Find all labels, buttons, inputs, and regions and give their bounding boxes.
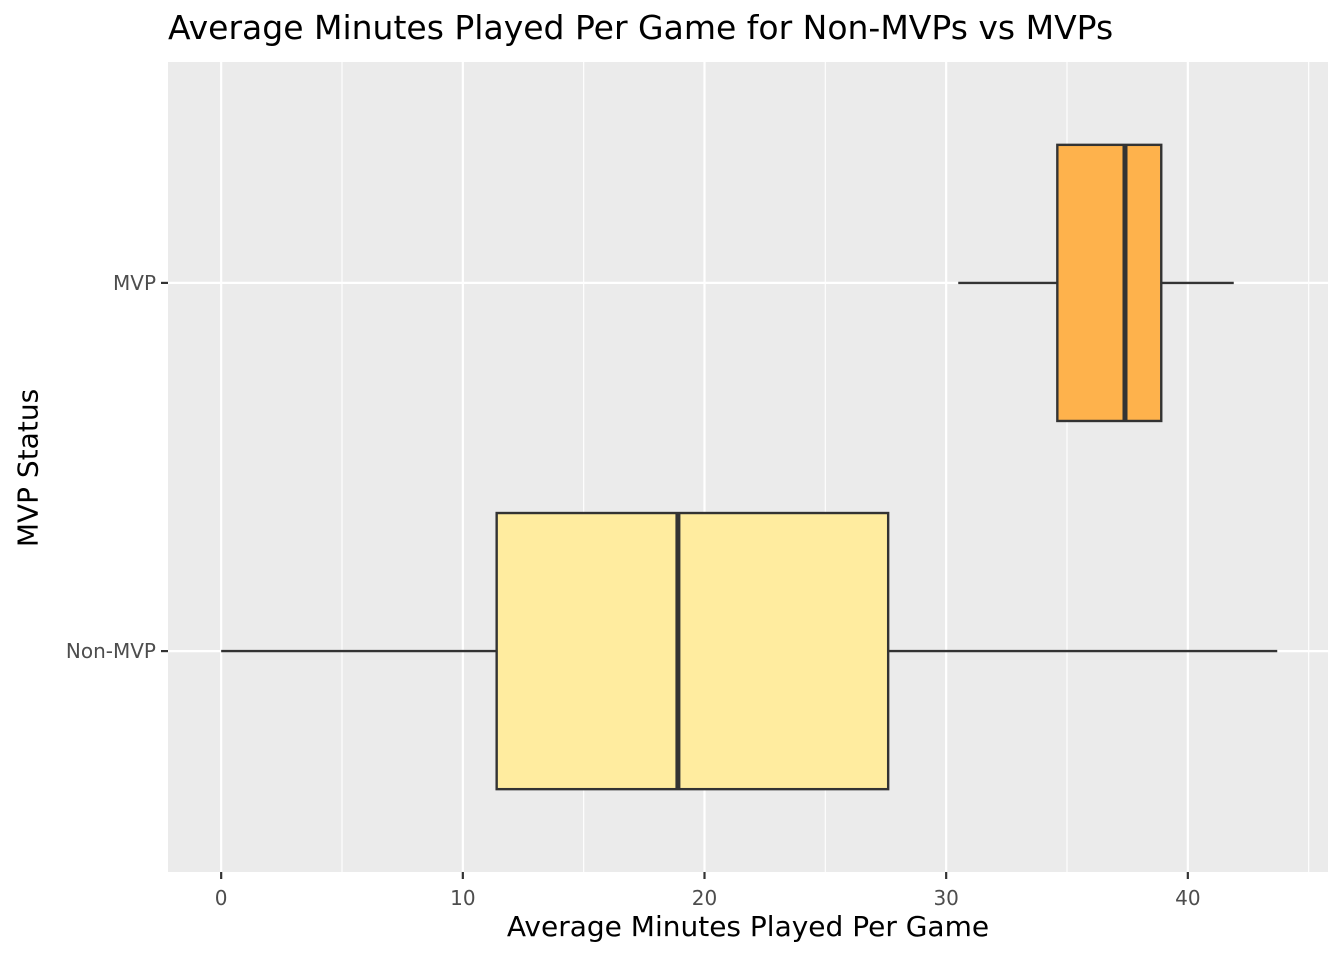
y-tick-label: MVP [113,271,156,295]
chart-title: Average Minutes Played Per Game for Non-… [168,8,1114,47]
box-non-mvp [221,511,1278,791]
y-tick-label: Non-MVP [66,639,156,663]
iqr-box [495,511,890,791]
y-axis-title: MVP Status [11,388,45,548]
iqr-box [1056,143,1163,423]
boxes [221,143,1278,791]
x-tick-label: 20 [692,886,717,910]
x-tick-label: 0 [215,886,228,910]
axes: 0 10 20 30 40 Non-MVP MVP [66,271,1201,910]
x-tick-label: 40 [1175,886,1200,910]
box-mvp [958,143,1234,423]
x-tick-label: 30 [933,886,958,910]
x-tick-label: 10 [450,886,475,910]
x-axis-title: Average Minutes Played Per Game [506,910,990,943]
